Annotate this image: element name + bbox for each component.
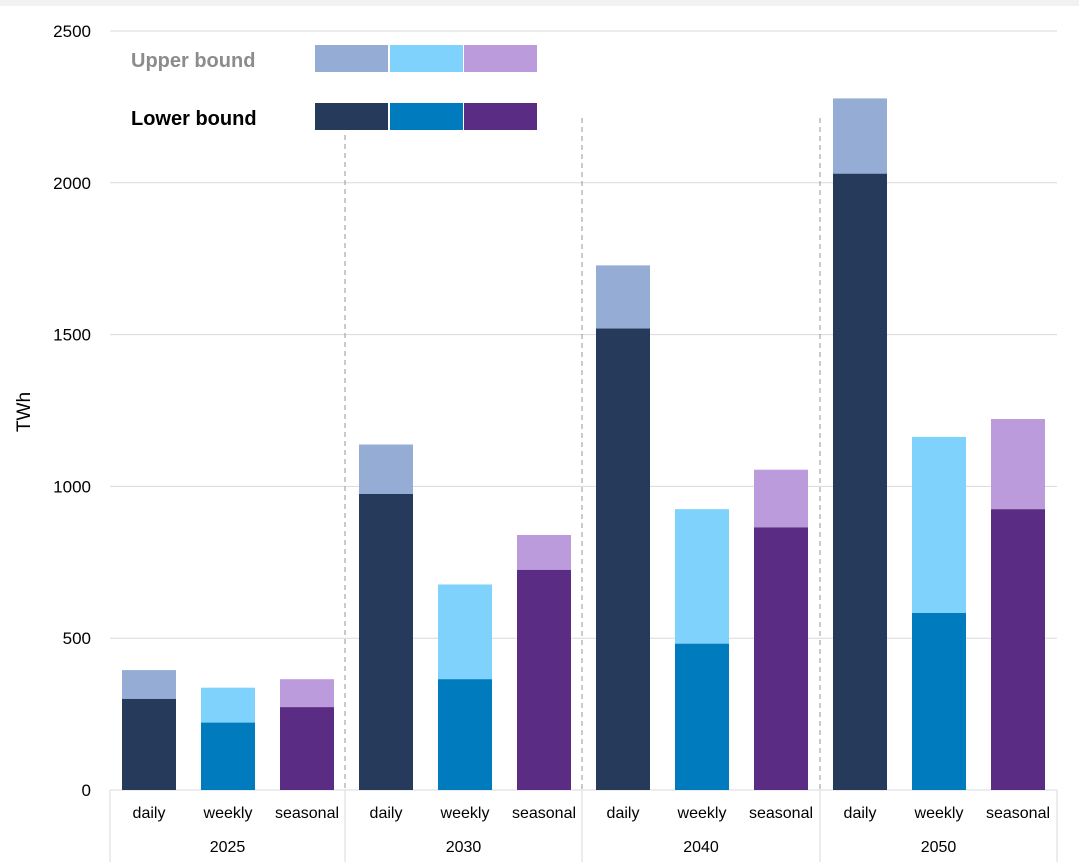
bars: [122, 98, 1045, 790]
bar-2030-seasonal-upper: [517, 534, 571, 570]
category-label-2040-weekly: weekly: [677, 805, 727, 822]
category-label-2030-daily: daily: [370, 805, 403, 822]
legend-swatch-lower-seasonal: [464, 103, 537, 130]
legend-swatch-lower-daily: [315, 103, 388, 130]
y-tick-2500: 2500: [53, 22, 91, 41]
group-separators: [344, 118, 821, 790]
legend: Upper bound Lower bound: [131, 45, 537, 130]
bar-2025-weekly-lower: [201, 722, 255, 790]
category-label-2050-weekly: weekly: [914, 805, 964, 822]
y-tick-labels: 0 500 1000 1500 2000 2500: [53, 22, 91, 800]
legend-lower-label: Lower bound: [131, 108, 257, 130]
legend-swatch-lower-weekly: [390, 103, 463, 130]
bar-2040-daily-upper: [596, 265, 650, 329]
gridlines: [110, 30, 1057, 791]
category-label-2025-daily: daily: [133, 805, 166, 822]
category-label-2050-seasonal: seasonal: [986, 805, 1050, 822]
bar-2050-daily-upper: [833, 98, 887, 174]
bar-2040-weekly-lower: [675, 643, 729, 790]
bar-2030-weekly-lower: [438, 679, 492, 790]
bar-2025-weekly-upper: [201, 687, 255, 723]
bar-2050-seasonal-lower: [991, 509, 1045, 790]
legend-swatch-upper-seasonal: [464, 45, 537, 72]
y-tick-500: 500: [63, 629, 91, 648]
category-label-2030-seasonal: seasonal: [512, 805, 576, 822]
bar-2030-daily-upper: [359, 444, 413, 494]
group-label-2040: 2040: [683, 839, 719, 856]
group-label-2050: 2050: [921, 839, 957, 856]
legend-upper-label: Upper bound: [131, 50, 255, 72]
bar-2050-weekly-lower: [912, 613, 966, 790]
group-label-2025: 2025: [210, 839, 246, 856]
legend-swatch-upper-weekly: [390, 45, 463, 72]
category-label-2025-seasonal: seasonal: [275, 805, 339, 822]
y-tick-1000: 1000: [53, 477, 91, 496]
bar-2025-daily-lower: [122, 698, 176, 790]
bar-2025-seasonal-lower: [280, 707, 334, 790]
bar-2040-seasonal-upper: [754, 469, 808, 528]
y-tick-0: 0: [82, 781, 91, 800]
y-tick-2000: 2000: [53, 174, 91, 193]
legend-swatch-upper-daily: [315, 45, 388, 72]
category-label-2040-seasonal: seasonal: [749, 805, 813, 822]
bar-2030-daily-lower: [359, 493, 413, 790]
top-strip: [0, 0, 1079, 6]
bar-2040-weekly-upper: [675, 509, 729, 644]
category-labels: daily weekly seasonal 2025 daily weekly season…: [109, 790, 1058, 862]
category-label-2025-weekly: weekly: [203, 805, 253, 822]
bar-2025-daily-upper: [122, 670, 176, 699]
category-label-2040-daily: daily: [607, 805, 640, 822]
y-tick-1500: 1500: [53, 326, 91, 345]
y-axis-label: TWh: [14, 392, 35, 432]
bar-2030-seasonal-lower: [517, 569, 571, 790]
bar-2040-daily-lower: [596, 328, 650, 790]
bar-2050-daily-lower: [833, 173, 887, 790]
bar-2050-seasonal-upper: [991, 419, 1045, 510]
bar-2050-weekly-upper: [912, 436, 966, 614]
bar-2025-seasonal-upper: [280, 679, 334, 708]
category-label-2030-weekly: weekly: [440, 805, 490, 822]
group-label-2030: 2030: [446, 839, 482, 856]
category-label-2050-daily: daily: [844, 805, 877, 822]
bar-2040-seasonal-lower: [754, 527, 808, 790]
bar-2030-weekly-upper: [438, 584, 492, 680]
